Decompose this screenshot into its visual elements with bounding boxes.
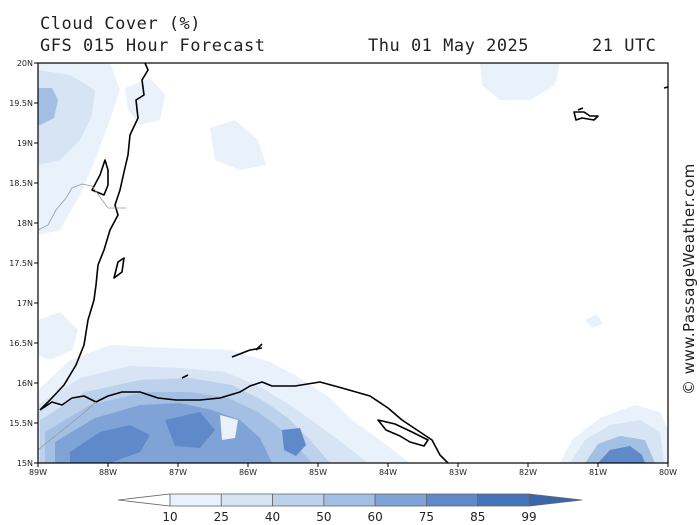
lon-tick-label: 89W bbox=[29, 468, 47, 477]
cloud-system-southeast-core bbox=[598, 446, 645, 463]
latitude-axis: 20N 19.5N 19N 18.5N 18N 17.5N 17N 16.5N 16N 15.5N… bbox=[9, 59, 38, 468]
colorbar-level-label: 10 bbox=[162, 510, 177, 524]
lat-tick-label: 15.5N bbox=[9, 419, 33, 428]
cloud-core-b bbox=[165, 412, 215, 448]
cloud-patch-east bbox=[585, 314, 603, 328]
lat-tick-label: 19.5N bbox=[9, 99, 33, 108]
credit-text: © www.PassageWeather.com bbox=[680, 163, 698, 395]
forecast-date: Thu 01 May 2025 bbox=[368, 36, 530, 56]
cloud-patch-central bbox=[210, 120, 266, 170]
island-grand-cayman bbox=[573, 111, 599, 121]
colorbar-segment bbox=[220, 493, 273, 507]
colorbar-level-label: 85 bbox=[470, 510, 485, 524]
lon-tick-label: 80W bbox=[659, 468, 677, 477]
coastline-belize-yucatan bbox=[39, 63, 149, 411]
cloud-patch-north bbox=[480, 63, 560, 100]
lon-tick-label: 84W bbox=[379, 468, 397, 477]
lat-tick-label: 17N bbox=[17, 299, 33, 308]
colorbar-high-arrow bbox=[528, 493, 583, 507]
border-mexico-guatemala bbox=[38, 183, 126, 231]
longitude-axis: 89W 88W 87W 86W 85W 84W 83W 82W 81W 80W bbox=[29, 463, 677, 477]
colorbar: 10 25 40 50 60 75 85 99 bbox=[117, 493, 583, 524]
colorbar-segment bbox=[374, 493, 427, 507]
lat-tick-label: 17.5N bbox=[9, 259, 33, 268]
colorbar-level-label: 60 bbox=[368, 510, 383, 524]
colorbar-segment bbox=[169, 493, 222, 507]
lon-tick-label: 81W bbox=[589, 468, 607, 477]
colorbar-segment bbox=[477, 493, 530, 507]
coastlines bbox=[39, 63, 668, 463]
cloud-cover-field bbox=[38, 63, 668, 463]
country-borders bbox=[38, 183, 126, 451]
cloud-core-c bbox=[282, 428, 306, 456]
lat-tick-label: 16N bbox=[17, 379, 33, 388]
island-guanaja bbox=[255, 343, 263, 351]
colorbar-level-label: 75 bbox=[419, 510, 434, 524]
colorbar-segment bbox=[272, 493, 325, 507]
colorbar-level-label: 40 bbox=[265, 510, 280, 524]
coastline-laguna-caratasca bbox=[377, 419, 429, 447]
lon-tick-label: 83W bbox=[449, 468, 467, 477]
colorbar-low-arrow bbox=[117, 493, 171, 507]
lon-tick-label: 86W bbox=[239, 468, 257, 477]
cloud-patch-west bbox=[38, 312, 78, 360]
coastline-chetumal-bay bbox=[91, 159, 109, 196]
border-guatemala-honduras bbox=[38, 401, 97, 451]
cloud-core-a bbox=[70, 425, 150, 463]
colorbar-level-label: 99 bbox=[521, 510, 536, 524]
lat-tick-label: 20N bbox=[17, 59, 33, 68]
lat-tick-label: 16.5N bbox=[9, 339, 33, 348]
forecast-subtitle: GFS 015 Hour Forecast bbox=[40, 36, 266, 56]
lat-tick-label: 15N bbox=[17, 459, 33, 468]
cloud-gap bbox=[220, 415, 238, 440]
colorbar-segment bbox=[323, 493, 376, 507]
lat-tick-label: 18N bbox=[17, 219, 33, 228]
coastline-honduras bbox=[39, 381, 449, 463]
lon-tick-label: 85W bbox=[309, 468, 327, 477]
colorbar-level-label: 50 bbox=[316, 510, 331, 524]
island-little-cayman bbox=[577, 107, 584, 111]
island-utila bbox=[181, 374, 189, 379]
island-cuba-tip bbox=[663, 86, 668, 89]
colorbar-level-label: 25 bbox=[214, 510, 229, 524]
lon-tick-label: 88W bbox=[99, 468, 117, 477]
cloud-area-northwest-core bbox=[38, 88, 58, 125]
colorbar-segment bbox=[426, 493, 479, 507]
lon-tick-label: 87W bbox=[169, 468, 187, 477]
lat-tick-label: 19N bbox=[17, 139, 33, 148]
chart-title: Cloud Cover (%) bbox=[40, 14, 202, 34]
lat-tick-label: 18.5N bbox=[9, 179, 33, 188]
island-turneffe bbox=[113, 257, 125, 279]
lon-tick-label: 82W bbox=[519, 468, 537, 477]
forecast-time: 21 UTC bbox=[592, 36, 657, 56]
cloud-patch-yucatan bbox=[125, 78, 165, 125]
